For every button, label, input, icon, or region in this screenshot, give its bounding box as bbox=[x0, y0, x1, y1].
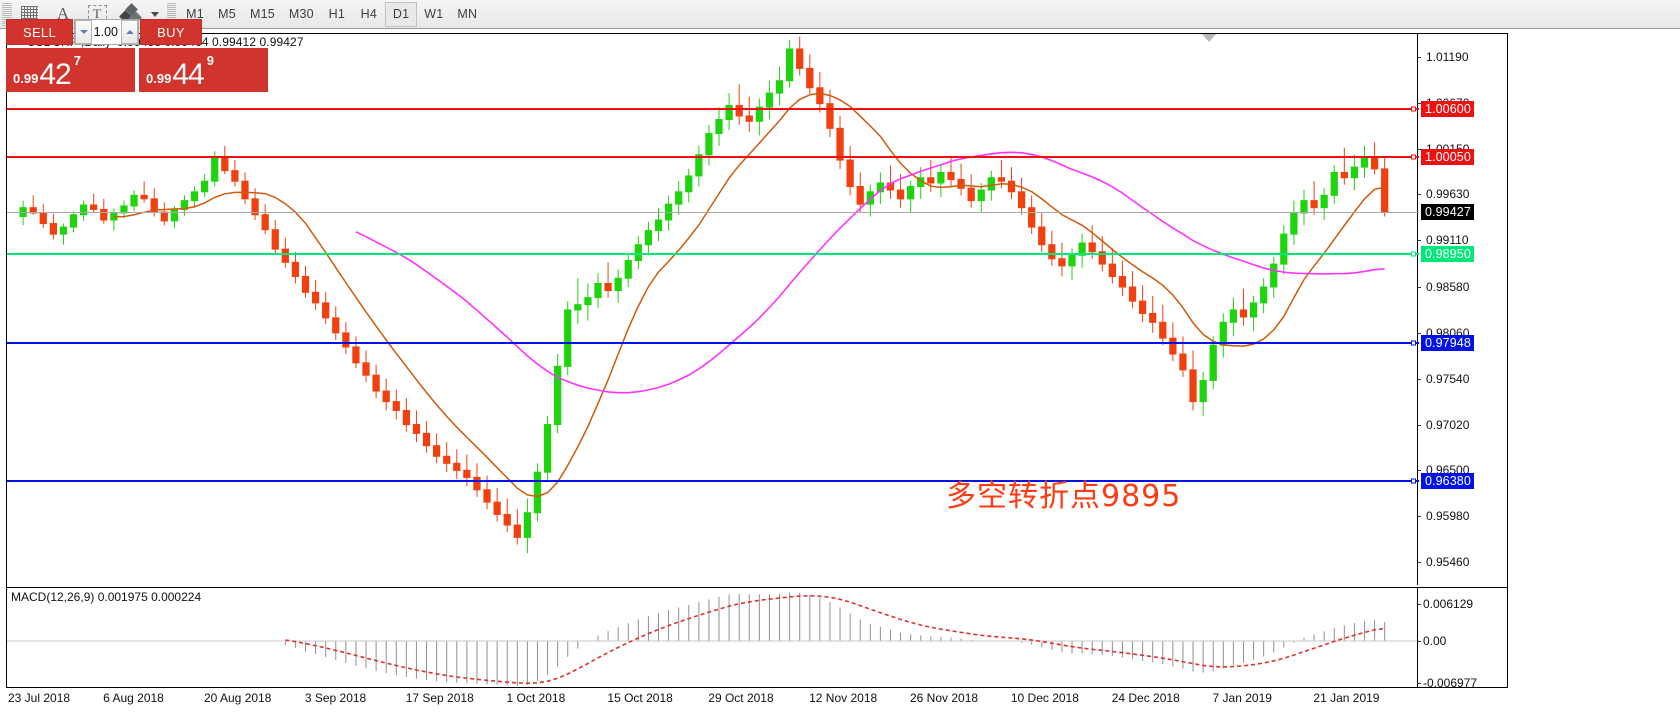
macd-tick-mark bbox=[1417, 640, 1421, 642]
volume-stepper[interactable]: 1.00 bbox=[74, 19, 139, 45]
price-level-line[interactable] bbox=[7, 341, 1419, 344]
chevron-down-icon[interactable] bbox=[148, 1, 164, 27]
price-level-badge[interactable]: 1.00600 bbox=[1421, 100, 1474, 117]
volume-decrease-button[interactable] bbox=[75, 20, 92, 44]
macd-pane[interactable]: MACD(12,26,9) 0.001975 0.000224 0.006129… bbox=[7, 587, 1507, 690]
price-level-badge[interactable]: 1.00050 bbox=[1421, 149, 1474, 166]
price-level-badge[interactable]: 0.98950 bbox=[1421, 246, 1474, 263]
sell-price-sup: 7 bbox=[73, 53, 81, 68]
macd-tick-mark bbox=[1417, 604, 1421, 605]
date-tick-label: 1 Oct 2018 bbox=[506, 691, 566, 705]
sell-price-big: 42 bbox=[39, 58, 71, 91]
price-tick-mark bbox=[1417, 148, 1421, 150]
price-tick-label: 0.97020 bbox=[1426, 417, 1470, 432]
price-tick-mark bbox=[1417, 194, 1421, 196]
macd-plot bbox=[7, 592, 1419, 687]
price-tick-mark bbox=[1417, 378, 1421, 380]
buy-button[interactable]: BUY bbox=[140, 19, 202, 45]
price-level-handle[interactable] bbox=[1411, 106, 1416, 112]
buy-price-sup: 9 bbox=[206, 53, 214, 68]
price-tick-label: 0.99110 bbox=[1426, 233, 1469, 248]
price-tick-mark bbox=[1417, 56, 1421, 58]
last-price-badge: 0.99427 bbox=[1421, 204, 1474, 221]
date-tick-label: 15 Oct 2018 bbox=[607, 691, 673, 705]
date-tick-label: 21 Jan 2019 bbox=[1313, 691, 1380, 705]
price-level-line[interactable] bbox=[7, 253, 1419, 256]
price-tick-label: 0.97540 bbox=[1426, 371, 1470, 386]
price-plot bbox=[19, 36, 1389, 554]
price-tick-mark bbox=[1417, 287, 1421, 289]
price-tick-mark bbox=[1417, 332, 1421, 334]
timeframe-h1[interactable]: H1 bbox=[328, 7, 346, 21]
timeframe-m1[interactable]: M1 bbox=[186, 7, 204, 21]
timeframe-h4[interactable]: H4 bbox=[360, 7, 378, 21]
text-label-icon[interactable]: A bbox=[56, 4, 70, 23]
macd-tick-mark bbox=[1417, 683, 1421, 684]
price-level-line[interactable] bbox=[7, 479, 1419, 482]
date-tick-label: 7 Jan 2019 bbox=[1212, 691, 1272, 705]
price-tick-mark bbox=[1417, 102, 1421, 104]
price-tick-label: 0.95460 bbox=[1426, 555, 1470, 570]
price-pane[interactable]: 1.011901.006701.001500.996300.991100.985… bbox=[7, 34, 1507, 585]
sell-price-prefix: 0.99 bbox=[13, 71, 39, 86]
timeframe-m15[interactable]: M15 bbox=[250, 7, 275, 21]
price-level-handle[interactable] bbox=[1411, 251, 1416, 257]
price-tick-mark bbox=[1417, 424, 1421, 426]
price-tick-mark bbox=[1417, 516, 1421, 518]
price-tick-label: 1.01190 bbox=[1426, 49, 1469, 64]
one-click-trading-panel[interactable]: SELL 1.00 BUY 0.99 42 7 0.99 44 9 bbox=[6, 19, 268, 103]
price-tick-mark bbox=[1417, 240, 1421, 242]
price-level-line[interactable] bbox=[7, 107, 1419, 110]
date-tick-label: 6 Aug 2018 bbox=[103, 691, 164, 705]
price-axis[interactable]: 1.011901.006701.001500.996300.991100.985… bbox=[1417, 34, 1507, 585]
last-price-line bbox=[7, 212, 1419, 214]
timeframe-m5[interactable]: M5 bbox=[218, 7, 236, 21]
price-tick-mark bbox=[1417, 470, 1421, 472]
main-toolbar: F A T M1 M5 M15 M30 H1 H4 D1 W1 MN bbox=[0, 0, 1680, 29]
volume-increase-button[interactable] bbox=[121, 20, 138, 44]
sell-button[interactable]: SELL bbox=[6, 19, 73, 45]
macd-tick-label: -0.006977 bbox=[1423, 676, 1478, 690]
date-tick-label: 10 Dec 2018 bbox=[1010, 691, 1079, 705]
timeframe-w1[interactable]: W1 bbox=[424, 7, 444, 21]
sell-price-display[interactable]: 0.99 42 7 bbox=[6, 48, 135, 92]
price-level-badge[interactable]: 0.97948 bbox=[1421, 334, 1474, 351]
date-tick-label: 26 Nov 2018 bbox=[909, 691, 979, 705]
date-tick-label: 3 Sep 2018 bbox=[304, 691, 367, 705]
price-level-handle[interactable] bbox=[1411, 340, 1416, 346]
price-level-handle[interactable] bbox=[1411, 154, 1416, 160]
macd-tick-label: 0.006129 bbox=[1423, 597, 1474, 611]
price-tick-label: 0.99630 bbox=[1426, 187, 1470, 202]
date-axis[interactable]: 23 Jul 2018 6 Aug 2018 20 Aug 2018 3 Sep 20… bbox=[6, 690, 1508, 710]
price-level-line[interactable] bbox=[7, 156, 1419, 159]
date-tick-label: 23 Jul 2018 bbox=[8, 691, 71, 705]
chart-window[interactable]: USDCHF-,Daily 0.99438 0.99464 0.99412 0.… bbox=[6, 33, 1508, 690]
chart-scroll-marker-icon[interactable] bbox=[1202, 34, 1216, 42]
buy-price-big: 44 bbox=[172, 58, 204, 91]
date-tick-label: 17 Sep 2018 bbox=[405, 691, 474, 705]
price-tick-label: 0.98580 bbox=[1426, 280, 1470, 295]
toolbar-separator bbox=[167, 2, 176, 26]
price-level-handle[interactable] bbox=[1411, 478, 1416, 484]
timeframe-m30[interactable]: M30 bbox=[288, 7, 314, 21]
date-tick-label: 12 Nov 2018 bbox=[809, 691, 878, 705]
date-tick-label: 24 Dec 2018 bbox=[1111, 691, 1180, 705]
price-level-badge[interactable]: 0.96380 bbox=[1421, 472, 1474, 489]
date-tick-label: 20 Aug 2018 bbox=[203, 691, 272, 705]
timeframe-mn[interactable]: MN bbox=[457, 7, 478, 21]
buy-price-display[interactable]: 0.99 44 9 bbox=[139, 48, 268, 92]
macd-axis[interactable]: 0.006129 0.00 -0.006977 bbox=[1417, 588, 1507, 690]
timeframe-d1[interactable]: D1 bbox=[384, 1, 418, 27]
date-tick-label: 29 Oct 2018 bbox=[708, 691, 774, 705]
toolbar-drag-handle[interactable] bbox=[2, 2, 12, 26]
buy-price-prefix: 0.99 bbox=[146, 71, 172, 86]
macd-header-label: MACD(12,26,9) 0.001975 0.000224 bbox=[11, 590, 202, 604]
price-tick-mark bbox=[1417, 562, 1421, 564]
price-tick-label: 0.95980 bbox=[1426, 509, 1470, 524]
volume-input[interactable]: 1.00 bbox=[92, 20, 121, 44]
chart-annotation-text[interactable]: 多空转折点9895 bbox=[946, 479, 1182, 514]
macd-tick-label: 0.00 bbox=[1423, 633, 1447, 648]
